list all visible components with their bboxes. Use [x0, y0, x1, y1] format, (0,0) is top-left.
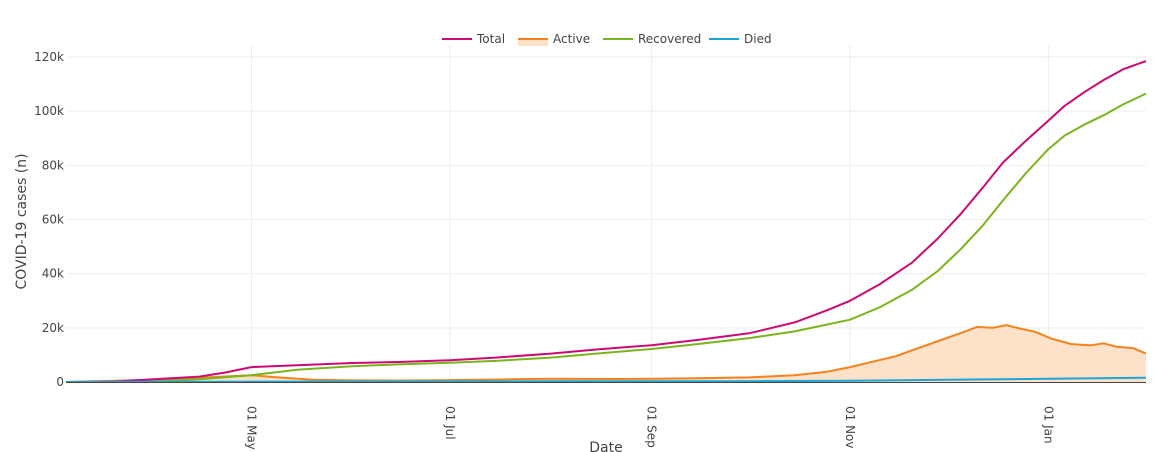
- legend-item-died[interactable]: Died: [709, 32, 772, 46]
- legend-item-total[interactable]: Total: [442, 32, 505, 46]
- x-tick-label: 01 Sep: [645, 406, 659, 448]
- legend-label: Died: [744, 32, 772, 46]
- legend-item-active[interactable]: Active: [518, 32, 590, 46]
- y-axis-title: COVID-19 cases (n): [14, 153, 30, 289]
- legend-label: Active: [553, 32, 590, 46]
- x-tick-label: 01 Jul: [443, 406, 457, 440]
- series-fills: [66, 325, 1146, 382]
- x-tick-label: 01 May: [244, 406, 258, 450]
- legend-label: Recovered: [638, 32, 701, 46]
- y-tick-label: 0: [56, 375, 64, 389]
- x-tick-label: 01 Jan: [1041, 406, 1055, 444]
- series-lines: [65, 60, 1147, 383]
- y-tick-label: 60k: [42, 213, 64, 227]
- grid-lines: [66, 45, 1146, 382]
- x-axis-title: Date: [589, 440, 622, 452]
- legend[interactable]: Total Active Recovered Died: [442, 32, 772, 46]
- legend-swatch-fill: [518, 39, 548, 46]
- y-tick-label: 40k: [42, 267, 64, 281]
- series-died-line: [65, 376, 1147, 383]
- legend-label: Total: [476, 32, 505, 46]
- series-active-line: [65, 324, 1147, 383]
- legend-item-recovered[interactable]: Recovered: [603, 32, 701, 46]
- y-axis-ticks: 0 20k 40k 60k 80k 100k 120k: [34, 50, 64, 389]
- series-total-line: [65, 60, 1147, 383]
- series-recovered-line: [65, 92, 1147, 383]
- x-axis-ticks: 01 May 01 Jul 01 Sep 01 Nov 01 Jan: [244, 406, 1055, 450]
- y-tick-label: 20k: [42, 321, 64, 335]
- y-tick-label: 120k: [34, 50, 64, 64]
- x-tick-label: 01 Nov: [843, 406, 857, 449]
- y-tick-label: 80k: [42, 158, 64, 172]
- series-active-area: [66, 325, 1146, 382]
- y-tick-label: 100k: [34, 104, 64, 118]
